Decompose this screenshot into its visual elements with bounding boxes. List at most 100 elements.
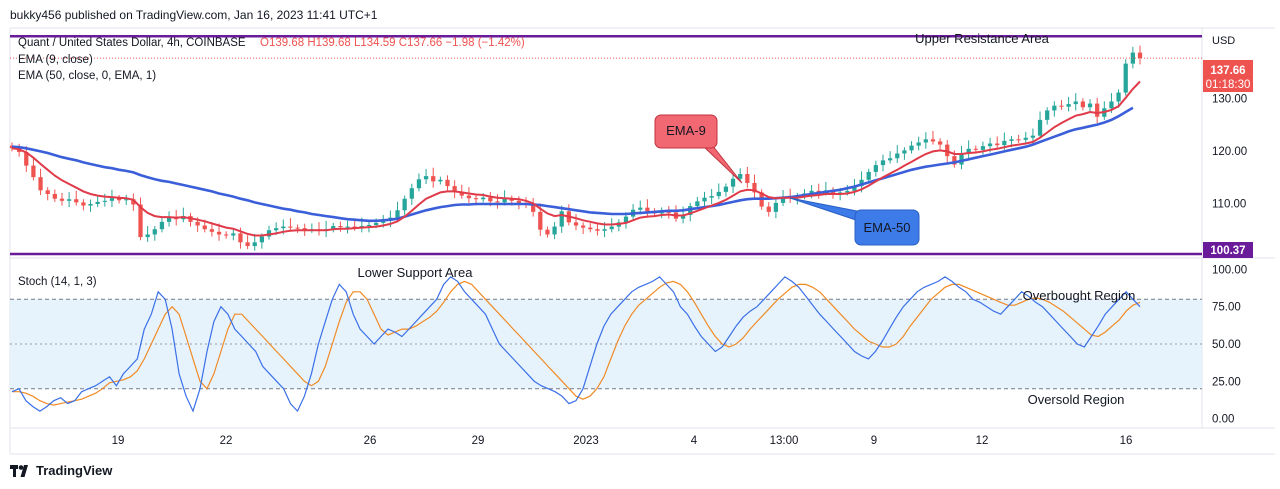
candle-body (288, 226, 293, 228)
stoch-d-line (12, 280, 1141, 406)
ema50-callout: EMA-50 (789, 197, 920, 246)
candle-body (209, 229, 215, 232)
candle-body (923, 139, 928, 143)
candle-body (916, 142, 921, 146)
candle-body (959, 152, 964, 165)
candle-body (945, 144, 950, 157)
candle-body (1137, 52, 1143, 59)
candle-body (688, 206, 693, 216)
candle-body (638, 207, 643, 210)
stoch-tick-label: 100.00 (1212, 264, 1247, 276)
candle-body (31, 165, 36, 178)
candle-body (352, 226, 357, 228)
candle-body (402, 198, 407, 211)
candle-body (24, 151, 29, 166)
candle-body (231, 233, 236, 236)
legend-ohlc: O139.68 H139.68 L134.59 C137.66 −1.98 (−… (260, 37, 525, 49)
price-tick-label: 120.00 (1212, 146, 1247, 158)
candle-body (1073, 101, 1078, 105)
price-tick-label: 110.00 (1212, 198, 1246, 210)
candle-body (466, 195, 472, 199)
candle-body (887, 158, 893, 161)
candle-body (937, 141, 943, 145)
candle-body (345, 226, 350, 228)
candle-body (416, 179, 422, 189)
candle-body (780, 197, 786, 203)
candle-body (516, 200, 522, 203)
candle-body (1059, 105, 1064, 107)
oversold-label: Oversold Region (1028, 392, 1125, 407)
ema9-callout-box (654, 114, 718, 149)
stoch-tick-label: 75.00 (1212, 302, 1241, 314)
candle-body (895, 153, 900, 159)
candle-body (909, 145, 914, 151)
candle-body (1045, 110, 1050, 120)
candle-body (659, 211, 664, 214)
candle-body (495, 201, 500, 203)
time-tick-label: 26 (364, 435, 377, 447)
candle-body (1052, 105, 1057, 111)
support-price-badge (1203, 242, 1253, 258)
candle-body (738, 174, 743, 179)
candle-body (59, 198, 65, 201)
candle-body (702, 197, 707, 202)
candle-body (745, 174, 750, 183)
tradingview-brand-text: TradingView (36, 463, 113, 478)
candle-body (509, 198, 514, 201)
candle-body (709, 196, 714, 198)
legend-ema50: EMA (50, close, 0, EMA, 1) (18, 70, 156, 82)
candle-body (381, 220, 386, 223)
candle-body (559, 211, 564, 227)
candle-body (602, 229, 607, 231)
candle-body (109, 198, 115, 201)
candle-body (830, 190, 836, 194)
candle-body (623, 216, 629, 223)
stoch-tick-label: 0.00 (1212, 414, 1234, 426)
candle-body (930, 139, 936, 142)
candle-body (716, 191, 721, 197)
candle-body (987, 143, 993, 147)
candle-body (645, 207, 650, 212)
candle-body (331, 226, 336, 230)
countdown-text: 01:18:30 (1206, 79, 1251, 91)
candle-body (966, 148, 971, 153)
candle-body (730, 178, 736, 187)
candle-body (695, 201, 700, 207)
candle-body (409, 188, 414, 199)
ema50-callout-text: EMA-50 (864, 220, 911, 235)
candle-body (452, 186, 457, 192)
candle-body (281, 226, 286, 229)
footer-brand[interactable]: TradingView (10, 463, 112, 478)
candle-body (224, 234, 229, 236)
candle-body (852, 186, 857, 191)
currency-label: USD (1212, 35, 1235, 47)
candle-body (116, 198, 122, 201)
candle-body (38, 177, 43, 191)
time-tick-label: 12 (976, 435, 989, 447)
publisher-line: bukky456 published on TradingView.com, J… (10, 8, 378, 22)
candle-body (95, 201, 100, 204)
candle-body (552, 226, 557, 235)
candle-body (481, 197, 486, 200)
candle-body (995, 143, 1000, 146)
candle-body (1087, 103, 1093, 108)
ema50-line (11, 106, 1134, 223)
candle-body (259, 236, 265, 243)
candle-body (866, 171, 871, 180)
candle-body (66, 199, 72, 201)
candle-body (752, 182, 757, 193)
time-tick-label: 13:00 (770, 435, 799, 447)
candle-body (459, 191, 464, 196)
candle-body (366, 224, 372, 227)
candle-body (880, 160, 886, 166)
candle-body (1023, 137, 1028, 140)
ema9-callout: EMA-9 (654, 114, 743, 184)
candle-body (159, 221, 165, 230)
candle-body (145, 234, 150, 238)
candle-body (1030, 135, 1036, 138)
candle-body (581, 225, 586, 228)
tradingview-logo-icon (10, 464, 28, 477)
last-price-badge (1203, 60, 1253, 92)
candle-body (274, 228, 279, 231)
